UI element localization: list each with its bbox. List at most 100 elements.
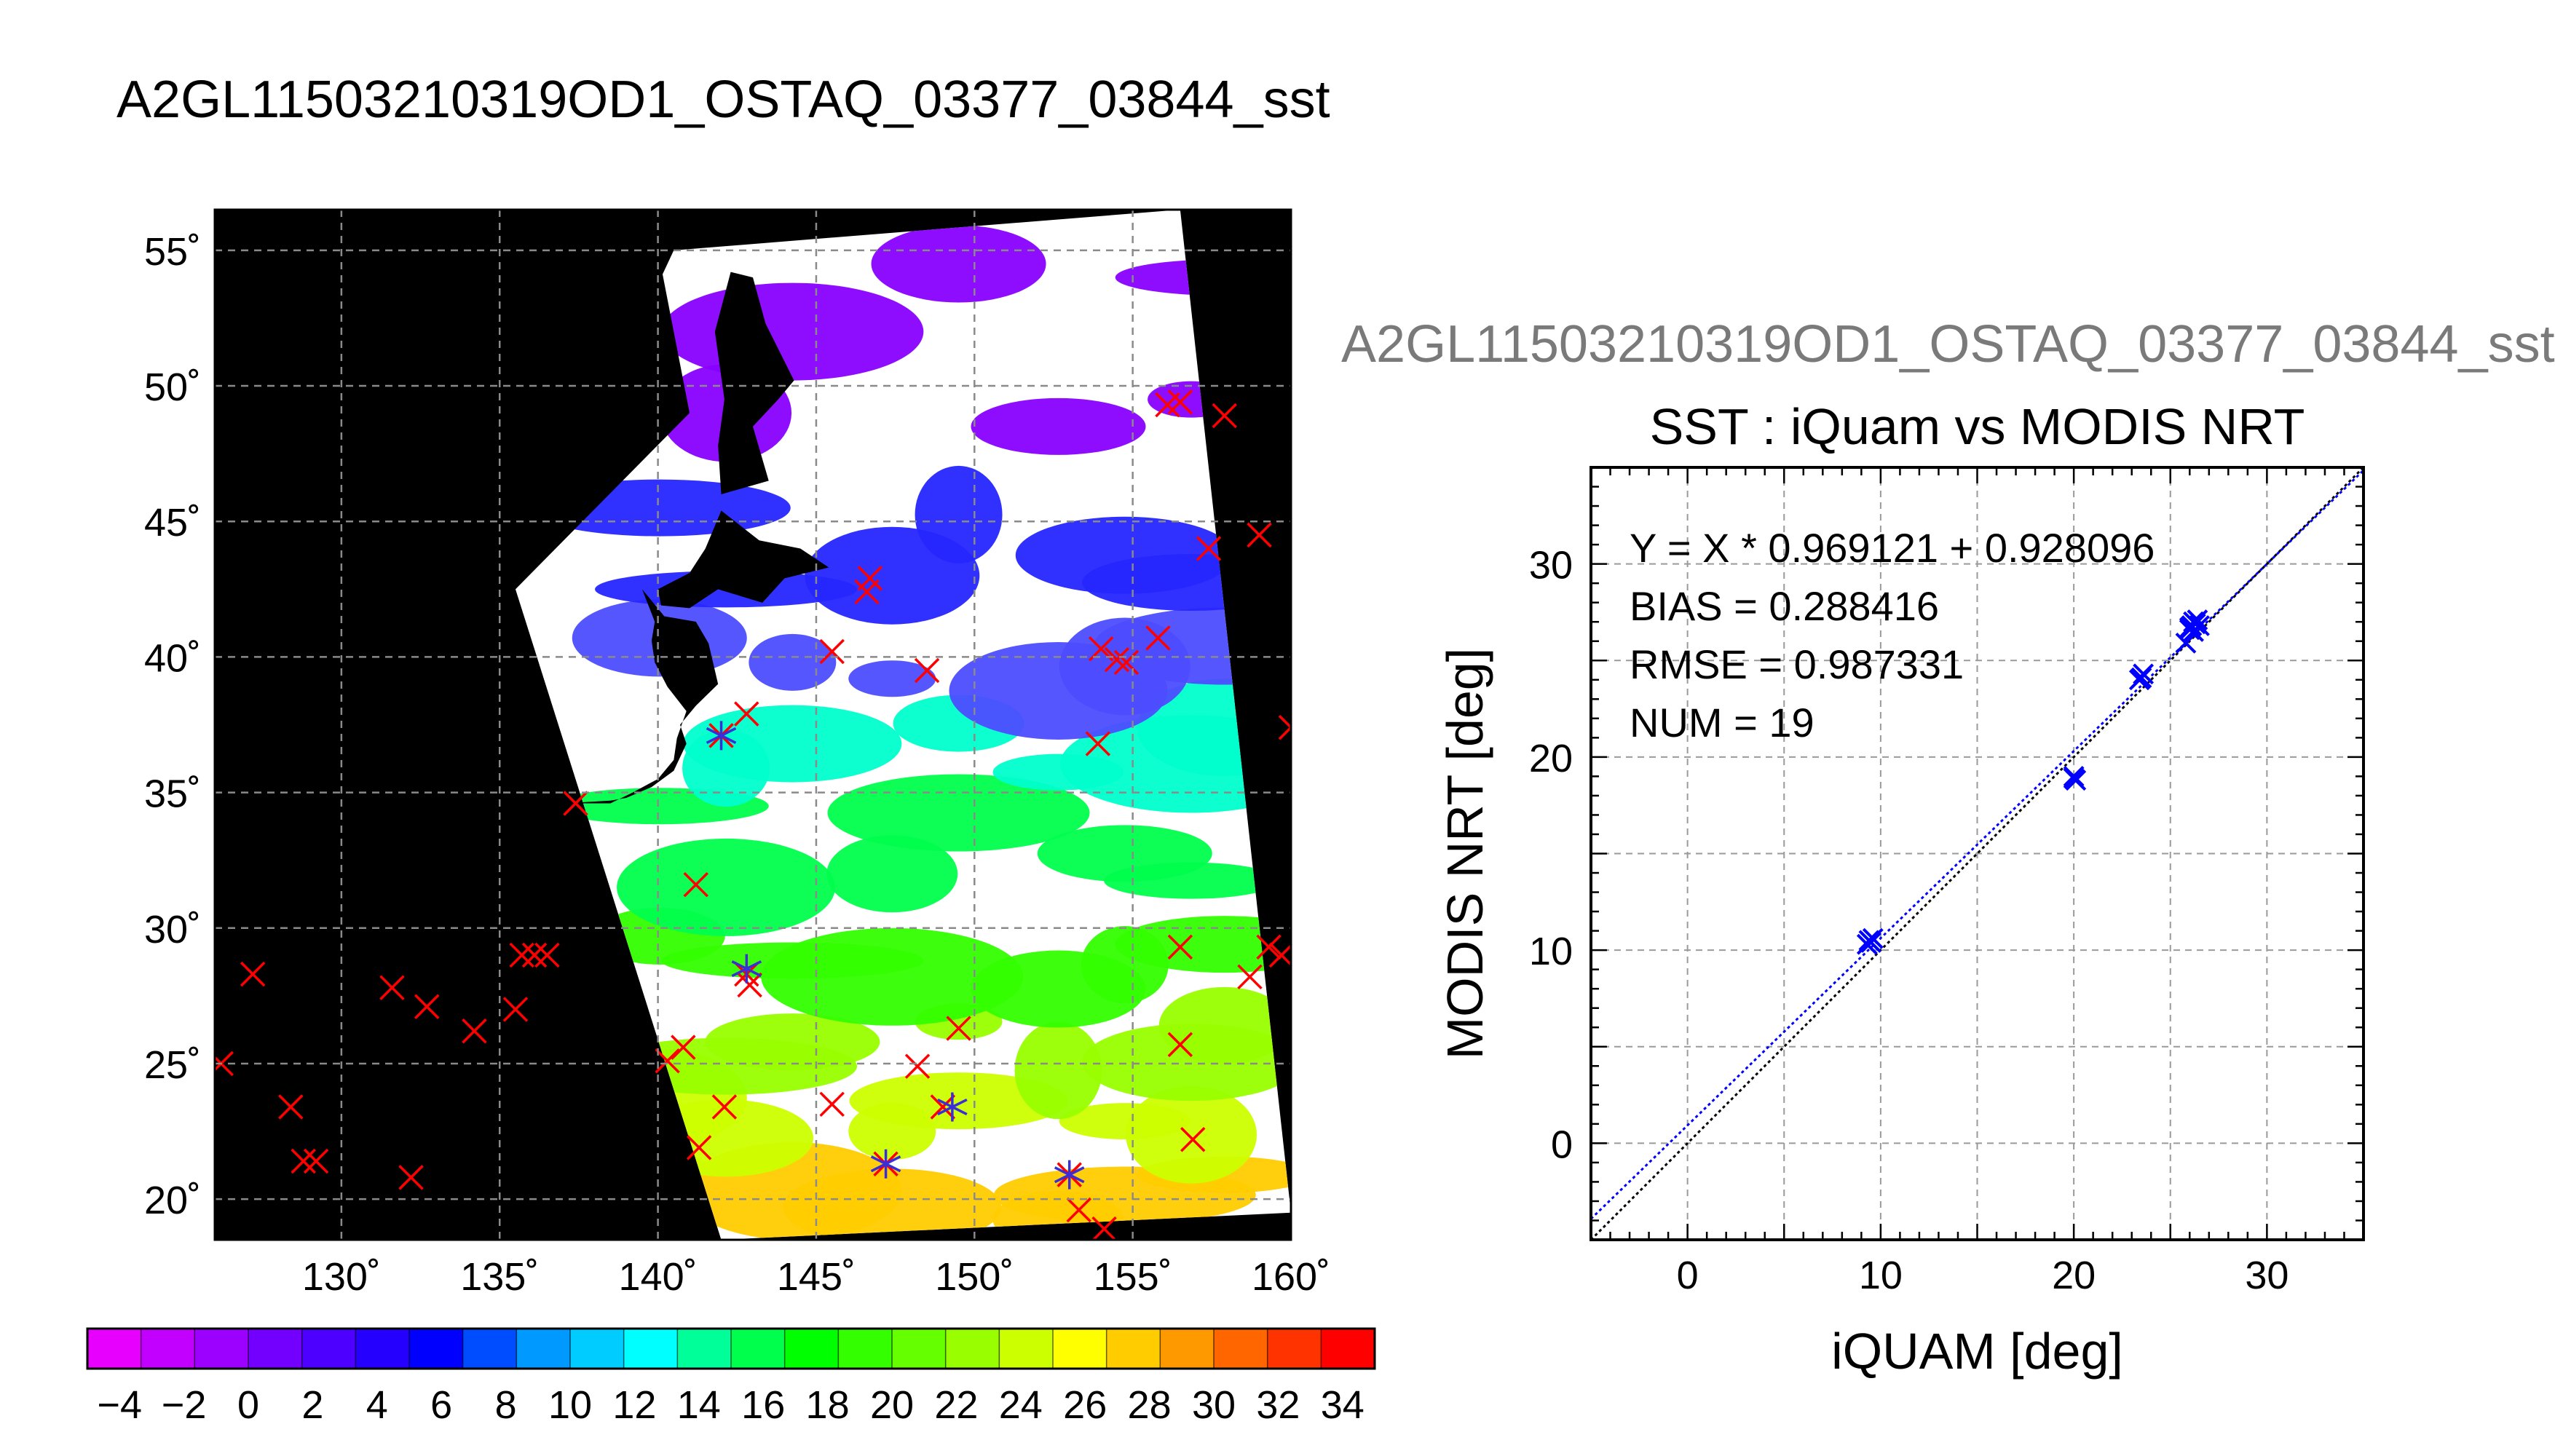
scatter-title: SST : iQuam vs MODIS NRT bbox=[1650, 398, 2305, 455]
map-y-tick-label: 35˚ bbox=[144, 772, 201, 816]
colorbar-tick-label: 8 bbox=[495, 1383, 517, 1427]
colorbar-tick-label: 6 bbox=[430, 1383, 452, 1427]
insitu-marker bbox=[240, 961, 266, 987]
map-x-tick-label: 135˚ bbox=[460, 1255, 539, 1299]
scatter-y-tick-label: 30 bbox=[1529, 544, 1573, 587]
insitu-marker bbox=[686, 1135, 712, 1160]
colorbar-segment bbox=[1053, 1329, 1107, 1369]
scatter-y-label: MODIS NRT [deg] bbox=[1437, 648, 1493, 1059]
sst-patch bbox=[871, 225, 1046, 303]
insitu-marker bbox=[1237, 964, 1263, 990]
colorbar-segment bbox=[784, 1329, 839, 1369]
matchup-marker bbox=[731, 954, 762, 984]
map-content bbox=[215, 210, 1291, 1240]
map-x-tick-label: 130˚ bbox=[302, 1255, 381, 1299]
colorbar-tick-label: 16 bbox=[741, 1383, 785, 1427]
insitu-marker bbox=[1196, 536, 1222, 561]
matchup-marker bbox=[870, 1149, 901, 1179]
insitu-marker bbox=[1091, 1216, 1117, 1240]
insitu-marker bbox=[379, 975, 405, 1000]
insitu-marker bbox=[462, 1018, 487, 1044]
sst-patch bbox=[971, 397, 1146, 455]
map-y-tick-label: 50˚ bbox=[144, 365, 201, 409]
colorbar-segment bbox=[1321, 1329, 1375, 1369]
insitu-marker bbox=[1167, 934, 1193, 960]
scatter-x-tick-label: 0 bbox=[1677, 1254, 1699, 1297]
scatter-point bbox=[1862, 927, 1884, 949]
map-x-tick-label: 150˚ bbox=[935, 1255, 1014, 1299]
insitu-marker bbox=[398, 1165, 424, 1190]
insitu-marker bbox=[914, 657, 940, 684]
insitu-marker bbox=[930, 1094, 956, 1120]
colorbar-tick-label: 0 bbox=[237, 1383, 259, 1427]
sst-patch bbox=[848, 1103, 936, 1160]
land-2 bbox=[657, 510, 829, 609]
map-y-tick-label: 45˚ bbox=[144, 501, 201, 545]
map-x-tick-label: 160˚ bbox=[1252, 1255, 1330, 1299]
colorbar-tick-label: 32 bbox=[1256, 1383, 1300, 1427]
scatter-content bbox=[1591, 467, 2364, 1240]
colorbar-segment bbox=[838, 1329, 893, 1369]
insitu-marker bbox=[521, 942, 548, 968]
sst-patch bbox=[617, 838, 836, 936]
scatter-x-label: iQUAM [deg] bbox=[1831, 1323, 2123, 1380]
insitu-marker bbox=[819, 1091, 845, 1117]
insitu-marker bbox=[563, 791, 588, 816]
colorbar-tick-label: 20 bbox=[870, 1383, 914, 1427]
land-3 bbox=[714, 272, 794, 494]
colorbar-segment bbox=[141, 1329, 195, 1369]
colorbar-segment bbox=[1267, 1329, 1322, 1369]
scatter-point bbox=[2128, 669, 2150, 691]
scatter-point bbox=[2065, 769, 2087, 791]
sst-patch bbox=[783, 1168, 1002, 1240]
bias-stat: BIAS = 0.288416 bbox=[1630, 583, 1939, 629]
map-frame bbox=[213, 208, 1292, 1241]
map-y-tick-label: 40˚ bbox=[144, 636, 201, 680]
colorbar-tick-label: 26 bbox=[1063, 1383, 1107, 1427]
sst-patch bbox=[826, 835, 958, 913]
colorbar-segment bbox=[462, 1329, 517, 1369]
sst-patch bbox=[971, 950, 1146, 1028]
colorbar-segment bbox=[945, 1329, 1000, 1369]
colorbar-tick-label: 28 bbox=[1128, 1383, 1172, 1427]
scatter-point bbox=[2183, 621, 2204, 642]
insitu-marker bbox=[655, 1048, 680, 1074]
insitu-marker bbox=[303, 1148, 329, 1174]
sst-patch bbox=[1082, 1024, 1291, 1101]
colorbar-segment bbox=[892, 1329, 947, 1369]
rmse-stat: RMSE = 0.987331 bbox=[1630, 641, 1964, 687]
colorbar-tick-label: 10 bbox=[548, 1383, 592, 1427]
insitu-marker bbox=[509, 942, 534, 968]
sst-patch bbox=[682, 729, 770, 807]
insitu-marker bbox=[278, 1094, 304, 1120]
scatter-y-tick-label: 20 bbox=[1529, 737, 1573, 780]
matchup-marker bbox=[937, 1092, 968, 1122]
colorbar-segment bbox=[1160, 1329, 1215, 1369]
insitu-marker bbox=[1104, 646, 1130, 673]
scatter-figure-title: A2GL11503210319OD1_OSTAQ_03377_03844_sst bbox=[1341, 315, 2555, 373]
insitu-marker bbox=[1167, 1032, 1193, 1058]
land-0 bbox=[215, 210, 690, 590]
insitu-marker bbox=[1256, 934, 1282, 960]
insitu-marker bbox=[414, 994, 440, 1020]
scatter-x-tick-label: 30 bbox=[2245, 1254, 2289, 1297]
sst-patch bbox=[1014, 1021, 1102, 1120]
insitu-marker bbox=[683, 871, 708, 898]
colorbar-segment bbox=[409, 1329, 464, 1369]
colorbar-segment bbox=[623, 1329, 678, 1369]
insitu-marker bbox=[1268, 942, 1291, 968]
colorbar-tick-label: 30 bbox=[1192, 1383, 1236, 1427]
colorbar-segment bbox=[87, 1329, 142, 1369]
insitu-marker bbox=[1167, 389, 1193, 415]
one-to-one-line bbox=[1591, 467, 2364, 1240]
colorbar-frame bbox=[86, 1327, 1376, 1370]
insitu-marker bbox=[946, 1016, 971, 1041]
fit-line bbox=[1591, 469, 2364, 1220]
sst-field bbox=[528, 225, 1291, 1240]
map-y-tick-label: 55˚ bbox=[144, 230, 201, 274]
colorbar-tick-label: 12 bbox=[612, 1383, 656, 1427]
scatter-point bbox=[2175, 632, 2197, 654]
